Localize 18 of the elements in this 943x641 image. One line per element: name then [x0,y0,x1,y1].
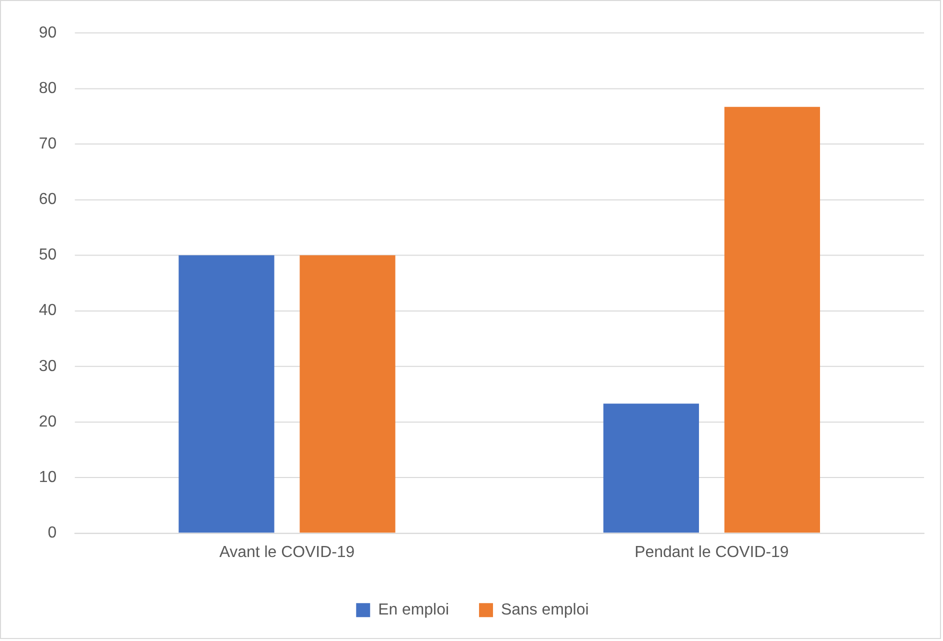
bar [603,404,699,533]
y-tick-label: 40 [38,302,57,320]
bar [724,106,820,533]
y-tick-label: 10 [38,468,57,486]
y-tick-label: 20 [38,413,57,430]
legend-label: En emploi [378,601,450,618]
y-tick-label: 0 [48,524,57,542]
y-tick-label: 80 [38,80,57,97]
x-tick-label: Pendant le COVID-19 [634,544,789,562]
y-tick-label: 50 [38,246,57,264]
bar [178,255,274,533]
y-tick-label: 30 [38,358,57,375]
legend-label: Sans emploi [500,601,589,618]
x-tick-label: Avant le COVID-19 [219,544,355,562]
bar [300,255,396,533]
y-tick-label: 60 [38,191,57,208]
y-tick-label: 70 [38,135,57,152]
y-tick-label: 90 [38,24,57,42]
